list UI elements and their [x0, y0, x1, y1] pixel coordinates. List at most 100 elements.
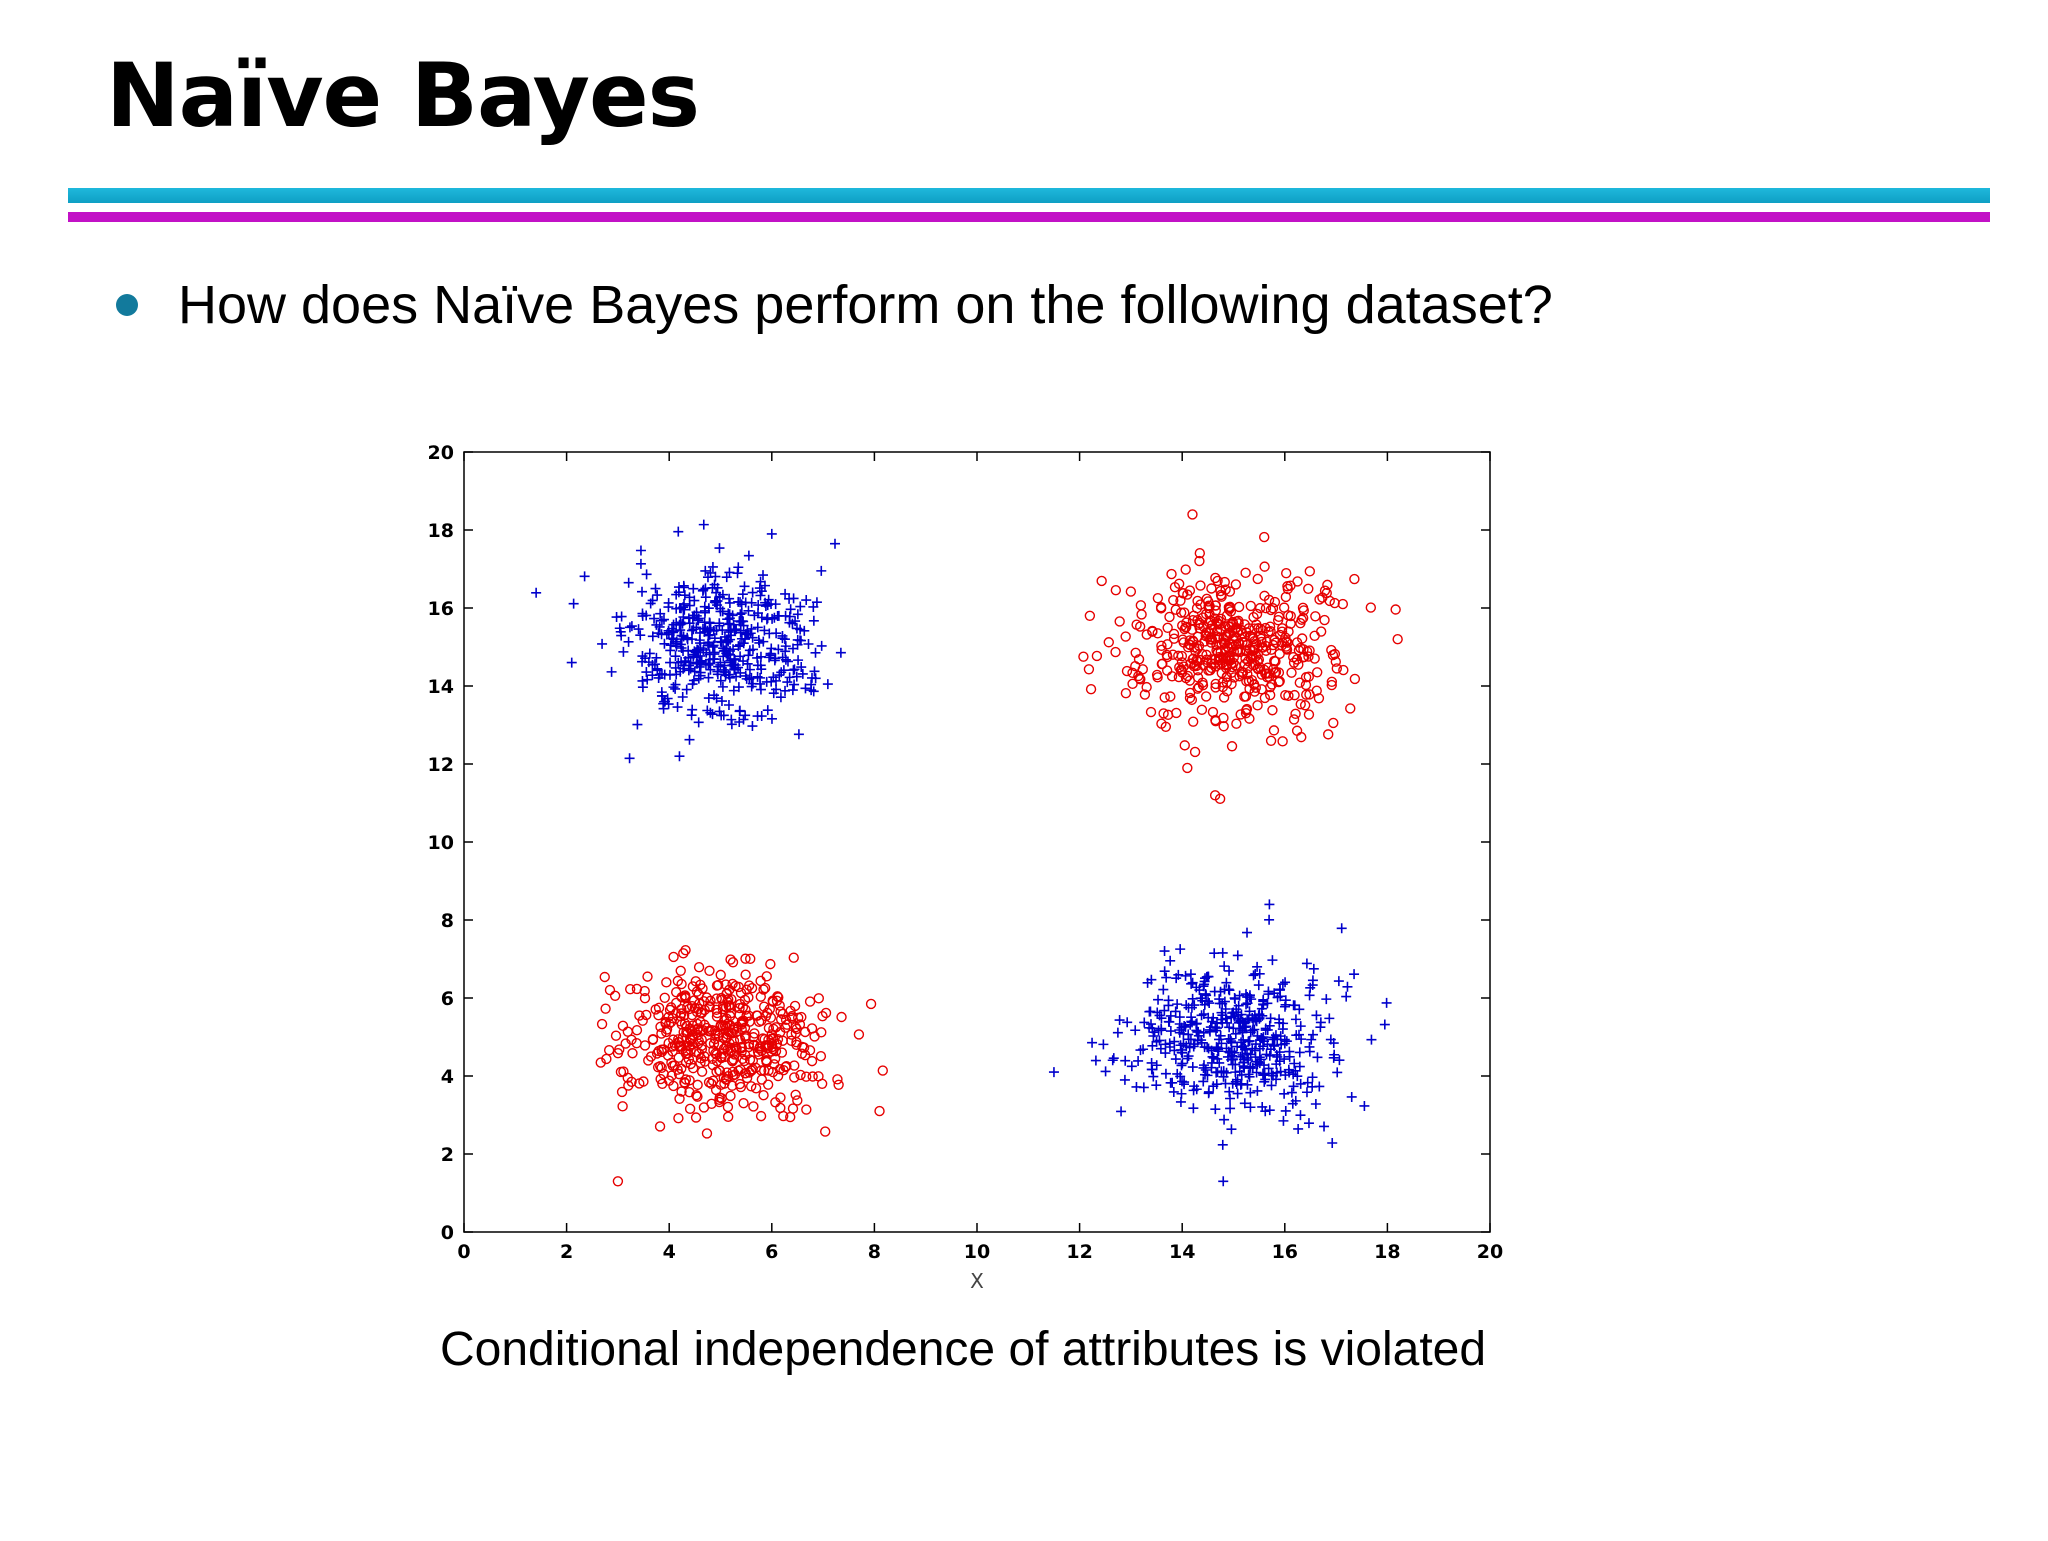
- data-point-plus: [1217, 947, 1228, 958]
- data-point-circle: [609, 990, 621, 1002]
- data-point-plus: [1087, 1037, 1098, 1048]
- data-point-plus: [1210, 1104, 1221, 1115]
- data-point-circle: [739, 1068, 751, 1079]
- data-point-plus: [1334, 1055, 1345, 1066]
- data-point-plus: [1227, 1078, 1238, 1089]
- data-point-circle: [687, 1062, 699, 1074]
- data-point-circle: [674, 1040, 686, 1051]
- data-point-plus: [799, 625, 810, 636]
- data-point-plus: [1307, 975, 1318, 986]
- data-point-circle: [806, 1055, 818, 1067]
- data-point-plus: [1183, 1034, 1194, 1045]
- data-point-plus: [616, 630, 627, 641]
- data-point-plus: [678, 645, 689, 656]
- data-point-circle: [1210, 600, 1221, 611]
- data-point-plus: [1278, 1115, 1289, 1126]
- data-point-circle: [715, 969, 726, 981]
- x-tick-label: 16: [1272, 1241, 1298, 1263]
- data-point-circle: [1133, 654, 1145, 665]
- data-point-plus: [679, 590, 690, 601]
- data-point-circle: [1204, 600, 1215, 612]
- data-point-plus: [1294, 1047, 1305, 1058]
- data-point-circle: [1161, 665, 1173, 676]
- data-point-circle: [1218, 712, 1229, 724]
- data-point-plus: [796, 662, 807, 673]
- data-point-plus: [1289, 1058, 1300, 1069]
- data-point-circle: [678, 948, 689, 959]
- data-point-circle: [765, 958, 776, 970]
- data-point-plus: [795, 624, 806, 635]
- data-point-plus: [742, 658, 753, 669]
- data-point-plus: [739, 581, 750, 592]
- data-point-circle: [1338, 664, 1349, 676]
- data-point-plus: [715, 675, 726, 686]
- data-point-circle: [620, 1038, 631, 1049]
- data-point-plus: [1211, 1018, 1222, 1029]
- data-point-plus: [1277, 979, 1288, 990]
- data-point-circle: [725, 1090, 736, 1102]
- data-point-plus: [726, 714, 737, 725]
- data-point-plus: [649, 613, 660, 624]
- data-point-plus: [754, 583, 765, 594]
- data-point-plus: [643, 657, 654, 668]
- data-point-circle: [1166, 671, 1178, 682]
- data-point-plus: [724, 618, 735, 629]
- data-point-circle: [1162, 622, 1173, 633]
- data-point-plus: [1220, 1013, 1231, 1024]
- data-point-plus: [1381, 997, 1392, 1008]
- data-point-plus: [1158, 984, 1169, 995]
- data-point-circle: [625, 983, 636, 995]
- data-point-circle: [1137, 664, 1148, 675]
- data-point-circle: [1224, 628, 1236, 639]
- data-point-circle: [639, 1040, 651, 1051]
- data-point-circle: [1265, 626, 1276, 637]
- data-point-plus: [703, 693, 714, 704]
- data-point-circle: [1281, 636, 1292, 647]
- data-point-circle: [776, 1047, 788, 1058]
- data-point-plus: [1186, 1012, 1197, 1023]
- data-point-plus: [1199, 1060, 1210, 1071]
- data-point-plus: [1346, 1091, 1357, 1102]
- data-point-plus: [1263, 989, 1274, 1000]
- data-point-circle: [719, 1015, 730, 1026]
- data-point-circle: [634, 1010, 645, 1021]
- data-point-circle: [1210, 682, 1221, 693]
- data-point-plus: [1138, 1044, 1149, 1055]
- data-point-circle: [743, 992, 754, 1003]
- data-point-circle: [637, 1015, 648, 1026]
- data-point-circle: [1365, 602, 1377, 613]
- data-point-plus: [738, 714, 749, 725]
- data-point-plus: [699, 601, 710, 612]
- data-point-circle: [1179, 740, 1190, 751]
- data-point-plus: [752, 660, 763, 671]
- data-point-circle: [1125, 586, 1137, 597]
- data-point-circle: [1251, 608, 1263, 620]
- data-point-plus: [1290, 1095, 1301, 1106]
- data-point-plus: [1196, 1010, 1207, 1021]
- data-point-circle: [792, 1095, 803, 1106]
- data-point-circle: [1226, 741, 1238, 752]
- data-point-circle: [775, 1006, 786, 1017]
- data-point-plus: [1280, 999, 1291, 1010]
- data-point-circle: [1158, 708, 1169, 719]
- data-point-plus: [1178, 1028, 1189, 1039]
- data-point-plus: [1151, 1080, 1162, 1091]
- data-point-plus: [1252, 961, 1263, 972]
- data-point-plus: [766, 713, 777, 724]
- data-point-plus: [1187, 1017, 1198, 1028]
- data-point-circle: [1288, 657, 1300, 668]
- data-point-plus: [1165, 1026, 1176, 1037]
- data-point-circle: [789, 1072, 800, 1083]
- data-point-circle: [674, 1093, 685, 1104]
- data-point-plus: [616, 611, 627, 622]
- data-point-plus: [1192, 1026, 1203, 1037]
- data-point-plus: [745, 628, 756, 639]
- data-point-circle: [599, 971, 610, 983]
- data-point-plus: [1226, 1054, 1237, 1065]
- data-point-plus: [1238, 1034, 1249, 1045]
- data-point-plus: [1295, 1078, 1306, 1089]
- data-point-circle: [603, 1044, 615, 1056]
- data-point-plus: [788, 593, 799, 604]
- data-point-circle: [758, 1090, 769, 1101]
- data-point-circle: [1243, 623, 1255, 634]
